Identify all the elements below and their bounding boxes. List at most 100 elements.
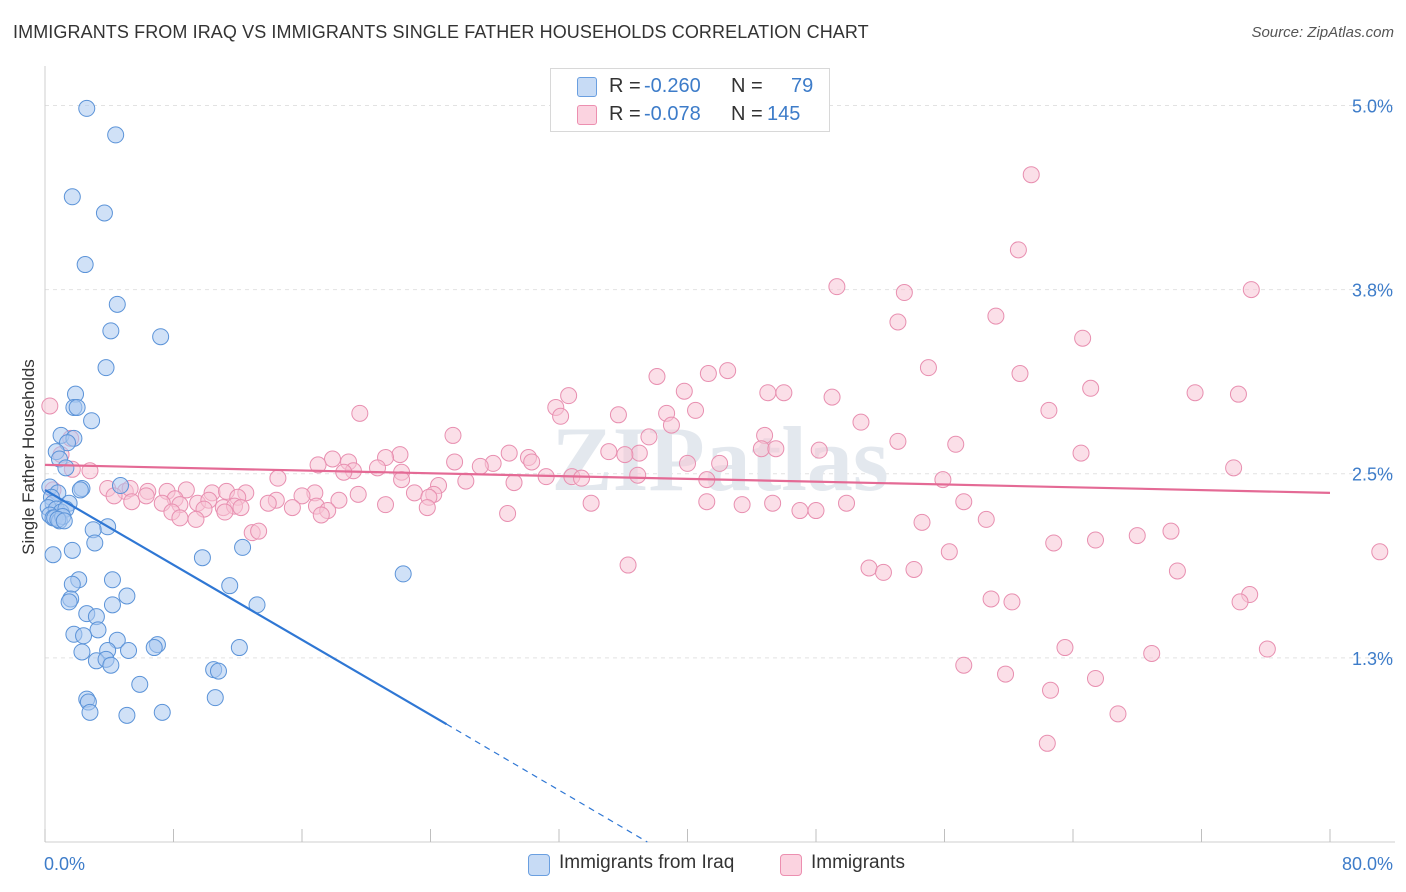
point-immigrants [1242, 281, 1260, 299]
legend-label-iraq: Immigrants from Iraq [559, 852, 735, 873]
point-immigrants [232, 499, 250, 517]
point-iraq [152, 328, 170, 346]
n-value: 145 [767, 103, 801, 125]
point-immigrants [446, 453, 464, 471]
point-iraq [118, 706, 136, 724]
correlation-stats-box: R = -0.260 N = 79 R = -0.078 N = 145 [550, 68, 830, 132]
point-immigrants [283, 499, 301, 517]
point-immigrants [767, 440, 785, 458]
point-immigrants [1038, 734, 1056, 752]
point-immigrants [552, 407, 570, 425]
point-iraq [97, 359, 115, 377]
point-iraq [145, 639, 163, 657]
point-immigrants [828, 278, 846, 296]
point-immigrants [619, 556, 637, 574]
point-immigrants [560, 387, 578, 405]
point-iraq [95, 204, 113, 222]
point-immigrants [405, 484, 423, 502]
point-immigrants [947, 435, 965, 453]
point-immigrants [1371, 543, 1389, 561]
point-immigrants [775, 384, 793, 402]
point-immigrants [216, 503, 234, 521]
point-immigrants [810, 441, 828, 459]
point-immigrants [860, 559, 878, 577]
point-iraq [63, 575, 81, 593]
point-immigrants [733, 496, 751, 514]
point-iraq [57, 459, 75, 477]
point-immigrants [889, 432, 907, 450]
point-immigrants [1258, 640, 1276, 658]
point-immigrants [662, 416, 680, 434]
stat-swatch-iraq [577, 77, 597, 97]
point-immigrants [711, 454, 729, 472]
trend-line-immigrants [44, 463, 1331, 494]
chart-legend: Immigrants from Iraq Immigrants [0, 850, 1406, 880]
point-immigrants [393, 471, 411, 489]
point-iraq [193, 549, 211, 567]
point-immigrants [500, 444, 518, 462]
point-immigrants [1168, 562, 1186, 580]
point-iraq [120, 642, 138, 659]
r-value: -0.078 [644, 103, 701, 125]
point-immigrants [764, 494, 782, 512]
point-immigrants [457, 472, 475, 490]
point-immigrants [368, 459, 386, 477]
point-immigrants [137, 487, 155, 505]
r-label: R = [609, 75, 641, 97]
point-immigrants [444, 426, 462, 444]
point-immigrants [377, 496, 395, 514]
point-immigrants [889, 313, 907, 331]
point-immigrants [905, 560, 923, 578]
point-immigrants [759, 384, 777, 402]
point-immigrants [349, 485, 367, 503]
point-iraq [55, 512, 73, 530]
point-iraq [103, 571, 121, 589]
point-iraq [118, 587, 136, 605]
point-immigrants [259, 494, 277, 512]
point-iraq [111, 477, 129, 495]
point-iraq [102, 656, 120, 674]
point-iraq [131, 675, 149, 693]
point-immigrants [940, 543, 958, 561]
point-iraq [63, 541, 81, 559]
point-immigrants [1011, 365, 1029, 383]
points [39, 99, 1389, 752]
point-immigrants [41, 397, 59, 415]
point-immigrants [1225, 459, 1243, 477]
legend-label-immigrants: Immigrants [811, 852, 905, 873]
point-iraq [394, 565, 412, 583]
point-iraq [103, 596, 121, 614]
chart-title: IMMIGRANTS FROM IRAQ VS IMMIGRANTS SINGL… [13, 22, 869, 42]
point-iraq [78, 99, 96, 117]
point-iraq [73, 643, 91, 661]
point-immigrants [1128, 527, 1146, 545]
point-immigrants [1022, 166, 1040, 184]
y-axis-label: Single Father Households [19, 359, 38, 555]
point-iraq [63, 188, 81, 206]
point-immigrants [852, 413, 870, 431]
point-iraq [86, 534, 104, 552]
point-immigrants [505, 474, 523, 492]
point-iraq [102, 322, 120, 340]
point-immigrants [1045, 534, 1063, 552]
point-immigrants [955, 493, 973, 511]
point-immigrants [1042, 681, 1060, 699]
axes: 1.3% 2.5% 3.8% 5.0% 0.0% 80.0% [44, 66, 1395, 874]
point-immigrants [572, 469, 590, 487]
point-immigrants [582, 494, 600, 512]
point-immigrants [791, 502, 809, 520]
legend-swatch-immigrants [780, 854, 802, 876]
trend-lines [44, 463, 1331, 843]
stat-swatch-immigrants [577, 105, 597, 125]
point-iraq [81, 703, 99, 721]
point-iraq [107, 126, 125, 144]
point-iraq [209, 662, 227, 680]
point-immigrants [499, 505, 517, 523]
point-iraq [206, 689, 224, 707]
point-immigrants [987, 307, 1005, 325]
point-immigrants [250, 522, 268, 540]
point-immigrants [1109, 705, 1127, 723]
stat-row-iraq: R = -0.260 N = 79 [551, 73, 829, 101]
point-immigrants [309, 456, 327, 474]
point-immigrants [1003, 593, 1021, 611]
